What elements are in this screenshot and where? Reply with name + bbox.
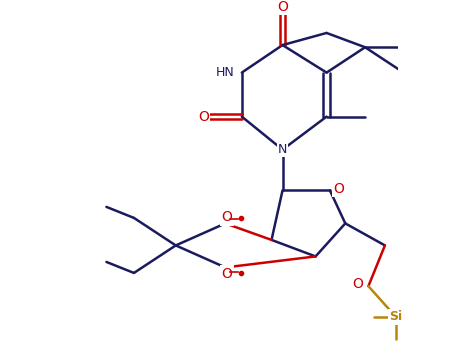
Text: O: O [198, 110, 209, 124]
Text: O: O [353, 278, 364, 292]
Text: HN: HN [216, 66, 235, 79]
Text: Si: Si [389, 310, 403, 323]
Text: O: O [333, 182, 344, 196]
Text: O: O [277, 0, 288, 14]
Text: O: O [222, 267, 233, 281]
Text: O: O [222, 210, 233, 224]
Text: N: N [278, 143, 287, 156]
